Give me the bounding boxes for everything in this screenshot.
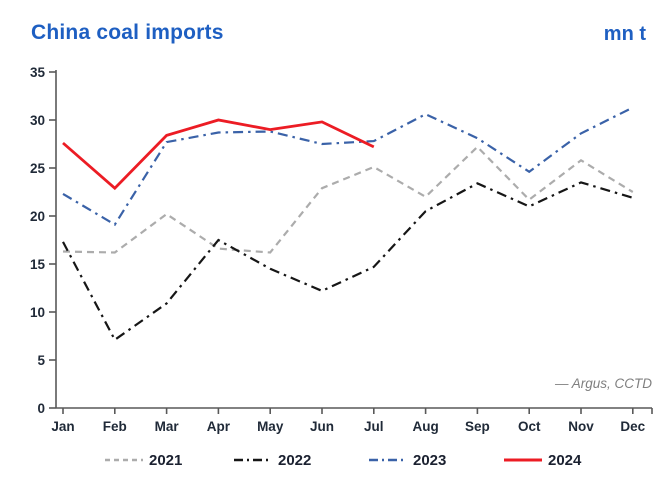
legend-line-sample-2024 — [504, 458, 542, 462]
x-tick-label: Nov — [568, 419, 594, 434]
x-tick-label: May — [257, 419, 284, 434]
legend-item-2024: 2024 — [503, 449, 581, 471]
y-tick-label: 25 — [30, 161, 46, 176]
y-tick-label: 20 — [30, 209, 45, 224]
legend-line-sample-2021 — [105, 458, 143, 462]
y-tick-label: 5 — [37, 353, 45, 368]
series-line-2022 — [62, 181, 634, 342]
legend-label: 2023 — [413, 451, 447, 469]
y-tick-label: 35 — [30, 65, 46, 80]
series-line-2021 — [62, 145, 634, 254]
x-tick-label: Apr — [207, 419, 231, 434]
x-tick-label: Oct — [518, 419, 541, 434]
x-tick-label: Feb — [103, 419, 127, 434]
series-line-2024 — [62, 118, 375, 191]
legend-item-2022: 2022 — [233, 449, 311, 471]
x-tick-label: Aug — [412, 419, 438, 434]
chart-unit-label: mn t — [603, 23, 646, 45]
legend-label: 2021 — [149, 451, 183, 469]
x-tick-label: Dec — [620, 419, 645, 434]
legend-item-2021: 2021 — [104, 449, 182, 471]
x-tick-label: Jan — [51, 419, 74, 434]
legend-line-sample-2023 — [369, 458, 407, 462]
y-tick-label: 15 — [30, 257, 46, 272]
legend-line-sample-2022 — [234, 458, 272, 462]
x-tick-label: Jun — [310, 419, 334, 434]
x-tick-label: Sep — [465, 419, 490, 434]
x-tick-label: Jul — [364, 419, 384, 434]
legend-label: 2022 — [278, 451, 312, 469]
y-tick-label: 0 — [37, 401, 45, 416]
legend-label: 2024 — [548, 451, 582, 469]
series-line-2023 — [62, 106, 634, 227]
y-tick-label: 30 — [30, 113, 45, 128]
x-tick-label: Mar — [155, 419, 180, 434]
chart-title: China coal imports — [31, 21, 224, 44]
legend-item-2023: 2023 — [368, 449, 446, 471]
source-note: — Argus, CCTD — [554, 376, 652, 391]
chart-legend: 2021 2022 2023 2024 — [0, 449, 666, 475]
y-tick-label: 10 — [30, 305, 45, 320]
